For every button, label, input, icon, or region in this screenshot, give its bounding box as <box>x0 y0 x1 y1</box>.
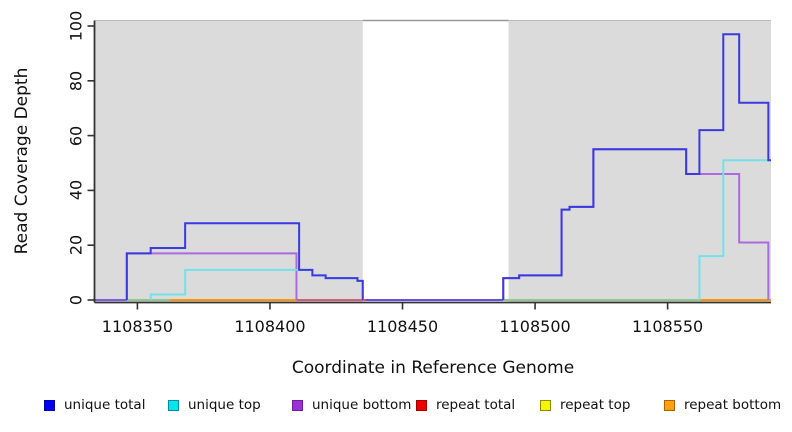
legend-swatch-icon <box>416 399 427 411</box>
y-tick-label: 80 <box>66 70 86 91</box>
legend-label: repeat bottom <box>684 397 782 413</box>
legend-label: repeat total <box>436 397 516 413</box>
y-tick-label: 40 <box>66 180 86 201</box>
x-tick-label: 1108500 <box>499 317 571 336</box>
legend-swatch-icon <box>44 399 55 411</box>
y-tick-label: 100 <box>66 10 86 42</box>
shaded-region <box>508 20 771 303</box>
y-tick-label: 60 <box>66 125 86 146</box>
legend-item-repeat-top: repeat top <box>540 397 664 413</box>
x-tick-label: 1108450 <box>366 317 439 336</box>
legend-item-repeat-total: repeat total <box>416 397 540 413</box>
legend-swatch-icon <box>168 399 179 411</box>
series-unique-total <box>125 222 364 300</box>
legend-item-unique-bottom: unique bottom <box>292 397 416 413</box>
shaded-region <box>95 20 363 303</box>
legend-label: unique total <box>64 397 146 413</box>
y-tick-label: 20 <box>66 235 86 256</box>
x-tick-label: 1108350 <box>101 317 174 336</box>
legend-item-unique-total: unique total <box>44 397 168 413</box>
legend-label: repeat top <box>560 397 631 413</box>
x-tick-label: 1108400 <box>234 317 306 336</box>
series-unique-total <box>502 33 771 300</box>
x-axis-title: Coordinate in Reference Genome <box>291 358 575 378</box>
y-tick-label: 0 <box>66 294 86 306</box>
chart-legend: unique total unique top unique bottom repea… <box>44 397 788 413</box>
y-axis-title: Read Coverage Depth <box>12 67 32 255</box>
legend-item-repeat-bottom: repeat bottom <box>664 397 788 413</box>
series-unique-top <box>698 159 771 300</box>
legend-label: unique top <box>188 397 261 413</box>
legend-swatch-icon <box>664 399 675 411</box>
legend-swatch-icon <box>540 399 551 411</box>
legend-item-unique-top: unique top <box>168 397 292 413</box>
legend-label: unique bottom <box>312 397 412 413</box>
x-tick-label: 1108550 <box>631 317 704 336</box>
legend-swatch-icon <box>292 399 303 411</box>
